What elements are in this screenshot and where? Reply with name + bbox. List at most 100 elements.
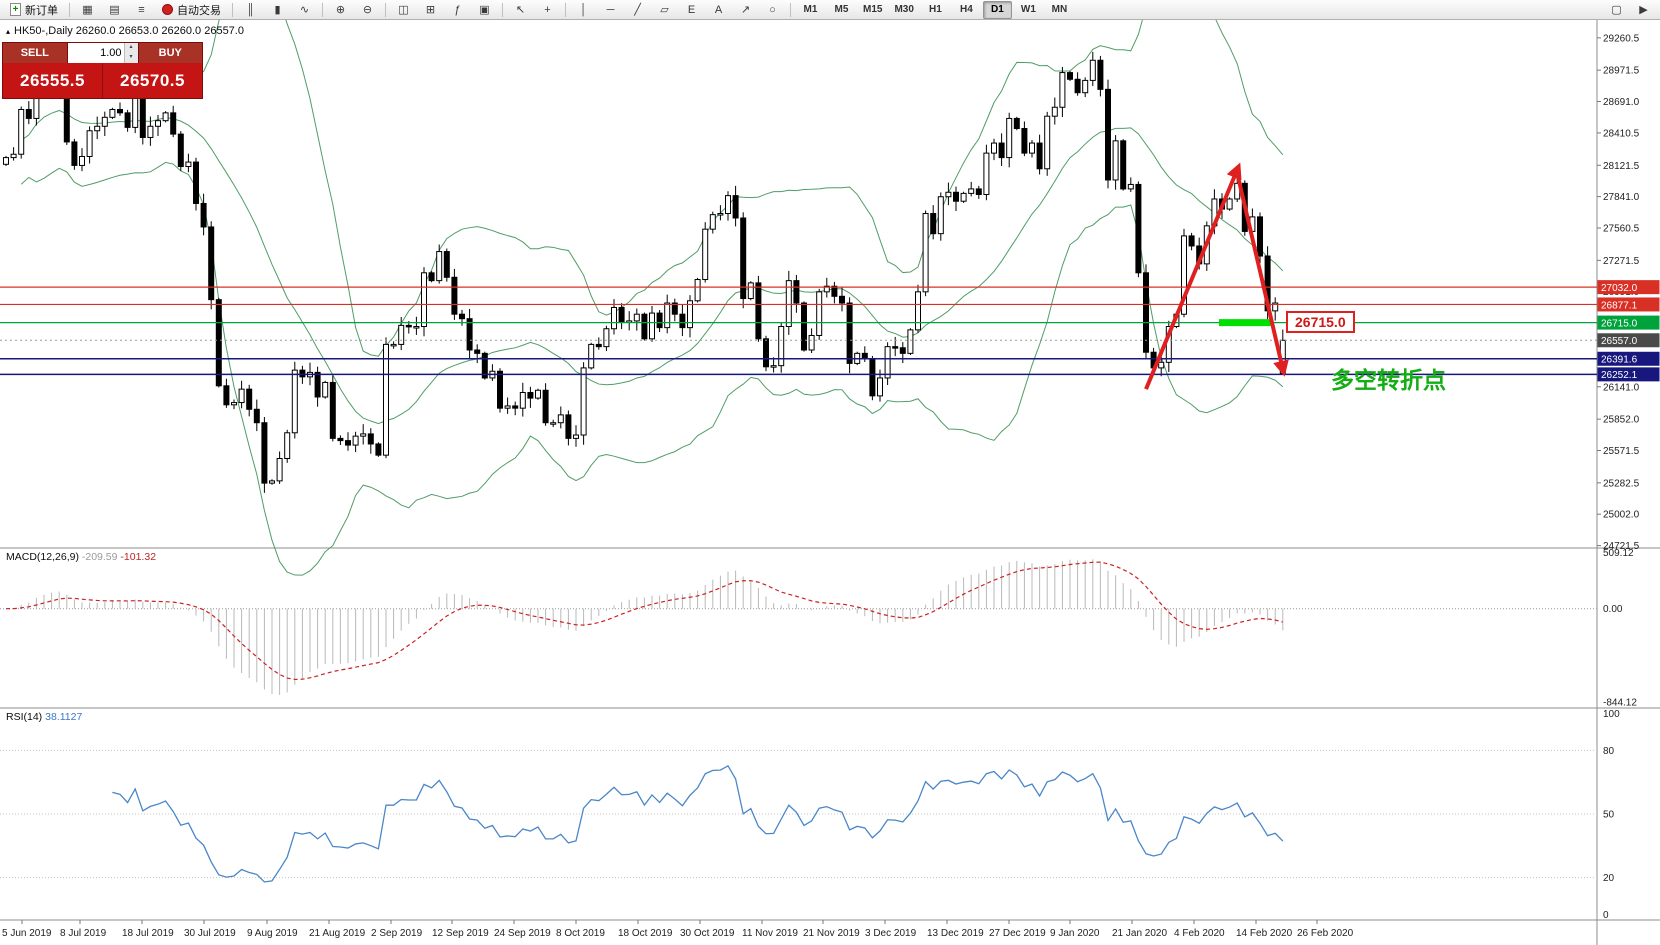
svg-text:509.12: 509.12 <box>1603 548 1634 559</box>
autotrade-icon <box>162 4 173 15</box>
trend-arrow-annotation[interactable] <box>1144 162 1289 390</box>
svg-text:27271.5: 27271.5 <box>1603 256 1640 267</box>
crosshair-icon[interactable]: + <box>544 3 551 16</box>
svg-text:9 Jan 2020: 9 Jan 2020 <box>1050 928 1100 939</box>
trendline-icon[interactable]: ╱ <box>634 4 641 16</box>
svg-text:28410.5: 28410.5 <box>1603 128 1640 139</box>
one-click-trading-panel: SELL ▴ ▾ BUY 26555.5 26570.5 <box>2 42 203 99</box>
toolbar-separator <box>232 2 233 17</box>
svg-text:24721.5: 24721.5 <box>1603 541 1640 552</box>
svg-text:28691.0: 28691.0 <box>1603 97 1640 108</box>
timeframe-m1[interactable]: M1 <box>803 4 818 15</box>
profiles-icon[interactable]: ▤ <box>109 4 120 16</box>
svg-text:5 Jun 2019: 5 Jun 2019 <box>2 928 52 939</box>
new-order-label: 新订单 <box>25 4 58 17</box>
new-chart-icon[interactable]: ▦ <box>82 4 93 16</box>
rsi-name: RSI(14) <box>6 711 43 723</box>
lot-decrease-button[interactable]: ▾ <box>124 53 138 63</box>
time-axis[interactable]: 5 Jun 2019 8 Jul 2019 18 Jul 2019 30 Jul 20… <box>2 920 1354 939</box>
svg-text:8 Oct 2019: 8 Oct 2019 <box>556 928 605 939</box>
buy-price[interactable]: 26570.5 <box>102 63 202 98</box>
macd-pane: 509.12 0.00 -844.12 <box>0 548 1637 708</box>
fibonacci-icon[interactable]: E <box>687 3 696 16</box>
buy-button[interactable]: BUY <box>138 43 202 63</box>
autotrade-button[interactable]: 自动交易 <box>156 1 227 18</box>
toolbar-separator <box>69 2 70 17</box>
rsi-pane: 100 80 50 20 0 <box>0 709 1620 921</box>
svg-text:27 Dec 2019: 27 Dec 2019 <box>989 928 1046 939</box>
turning-point-annotation[interactable]: 多空转折点 <box>1331 367 1446 393</box>
toolbar: + 新订单 ▦ ▤ ≡ 自动交易 ║ ▮ ∿ ⊕ ⊖ ◫ ⊞ ƒ ▣ ↖ + │ ─ ╱ ▱ E A ↗ ○ M1 M5 M… <box>0 0 1660 20</box>
svg-text:21 Nov 2019: 21 Nov 2019 <box>803 928 860 939</box>
svg-text:25282.5: 25282.5 <box>1603 478 1640 489</box>
shapes-icon[interactable]: ○ <box>769 3 776 16</box>
svg-text:28121.5: 28121.5 <box>1603 161 1640 172</box>
vertical-line-icon[interactable]: │ <box>580 3 587 16</box>
indicators-icon[interactable]: ƒ <box>454 3 461 16</box>
sell-button[interactable]: SELL <box>3 43 67 63</box>
svg-text:0.00: 0.00 <box>1603 604 1623 615</box>
toolbar-separator <box>565 2 566 17</box>
new-order-button[interactable]: + 新订单 <box>4 1 64 18</box>
svg-text:2 Sep 2019: 2 Sep 2019 <box>371 928 423 939</box>
svg-text:-844.12: -844.12 <box>1603 697 1637 708</box>
rsi-line <box>112 764 1284 883</box>
svg-text:26715.0: 26715.0 <box>1601 318 1638 329</box>
svg-text:29260.5: 29260.5 <box>1603 33 1640 44</box>
timeframe-h4[interactable]: H4 <box>960 4 973 15</box>
svg-text:8 Jul 2019: 8 Jul 2019 <box>60 928 107 939</box>
svg-text:9 Aug 2019: 9 Aug 2019 <box>247 928 298 939</box>
svg-text:26391.6: 26391.6 <box>1601 355 1638 366</box>
cursor-icon[interactable]: ↖ <box>515 4 526 16</box>
timeframe-mn[interactable]: MN <box>1051 4 1068 15</box>
macd-label: MACD(12,26,9) -209.59 -101.32 <box>6 551 156 563</box>
horizontal-line-icon[interactable]: ─ <box>606 3 615 16</box>
market-watch-icon[interactable]: ≡ <box>138 3 145 16</box>
svg-text:25852.0: 25852.0 <box>1603 415 1640 426</box>
line-chart-icon[interactable]: ∿ <box>299 4 310 16</box>
price-level-callout[interactable]: 26715.0 <box>1286 311 1355 333</box>
equidistant-channel-icon[interactable]: ▱ <box>660 4 669 16</box>
pane-frame <box>0 20 1660 945</box>
svg-text:25002.0: 25002.0 <box>1603 510 1640 521</box>
toolbar-separator <box>385 2 386 17</box>
rsi-label: RSI(14) 38.1127 <box>6 711 82 723</box>
pointer-icon[interactable]: ▶ <box>1639 4 1648 16</box>
zoom-out-icon[interactable]: ⊖ <box>362 4 373 16</box>
svg-text:28971.5: 28971.5 <box>1603 66 1640 77</box>
timeframe-m30[interactable]: M30 <box>894 4 914 15</box>
chart-expand-icon[interactable]: ▴ <box>6 26 11 36</box>
timeframe-w1[interactable]: W1 <box>1020 4 1036 15</box>
candlestick-chart-icon[interactable]: ▮ <box>274 4 281 16</box>
price-axis[interactable]: 29260.5 28971.5 28691.0 28410.5 28121.5 27841… <box>1597 33 1660 552</box>
templates-icon[interactable]: ▣ <box>479 4 490 16</box>
lot-input[interactable] <box>67 43 124 63</box>
svg-text:21 Aug 2019: 21 Aug 2019 <box>309 928 366 939</box>
bar-chart-icon[interactable]: ║ <box>246 3 255 16</box>
lot-size-control: ▴ ▾ <box>66 43 139 63</box>
svg-text:27560.5: 27560.5 <box>1603 224 1640 235</box>
timeframe-d1[interactable]: D1 <box>982 0 1012 19</box>
sell-price[interactable]: 26555.5 <box>20 70 85 90</box>
svg-text:100: 100 <box>1603 709 1620 720</box>
grid-icon[interactable]: ⊞ <box>425 4 436 16</box>
text-icon[interactable]: A <box>714 3 723 16</box>
svg-text:26 Feb 2020: 26 Feb 2020 <box>1297 928 1354 939</box>
arrow-down-leg <box>1235 172 1289 377</box>
zoom-in-icon[interactable]: ⊕ <box>335 4 346 16</box>
svg-text:4 Feb 2020: 4 Feb 2020 <box>1174 928 1225 939</box>
svg-text:80: 80 <box>1603 746 1615 757</box>
arrows-icon[interactable]: ↗ <box>740 4 751 16</box>
timeframe-h1[interactable]: H1 <box>929 4 942 15</box>
svg-text:26252.1: 26252.1 <box>1601 370 1638 381</box>
lot-increase-button[interactable]: ▴ <box>124 43 138 53</box>
svg-text:18 Jul 2019: 18 Jul 2019 <box>122 928 174 939</box>
new-order-icon: + <box>10 3 21 16</box>
window-icon[interactable]: ▢ <box>1611 4 1622 16</box>
svg-text:26141.0: 26141.0 <box>1603 382 1640 393</box>
timeframe-m5[interactable]: M5 <box>834 4 849 15</box>
tile-windows-icon[interactable]: ◫ <box>398 4 409 16</box>
svg-text:11 Nov 2019: 11 Nov 2019 <box>742 928 798 939</box>
timeframe-m15[interactable]: M15 <box>863 4 883 15</box>
